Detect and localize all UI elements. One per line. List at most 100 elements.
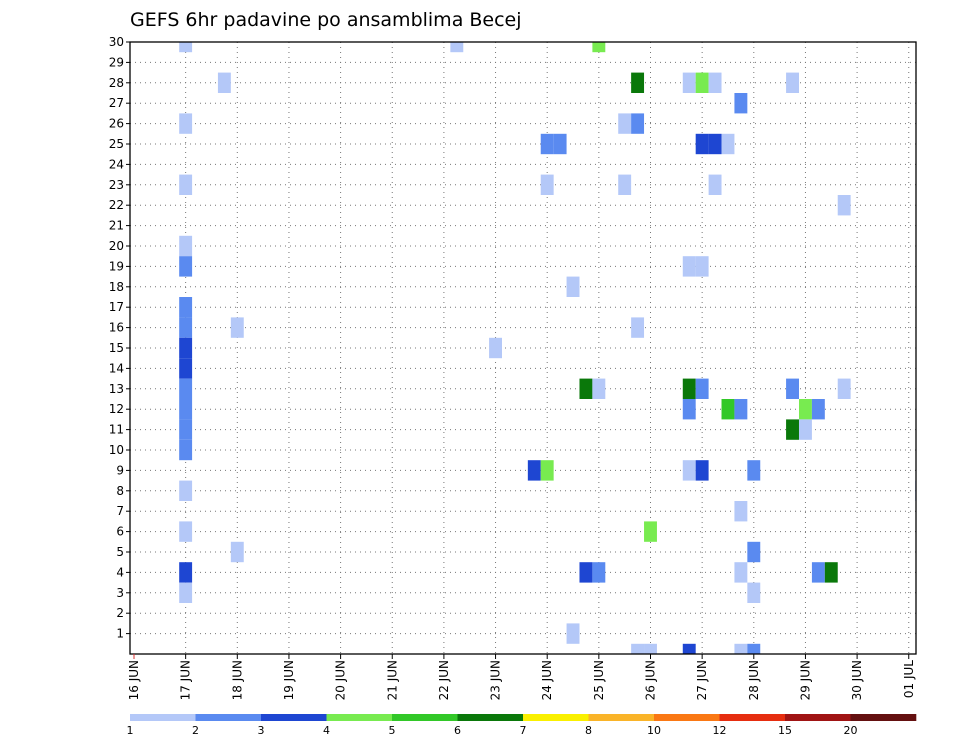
- x-tick-label: 24 JUN: [540, 660, 554, 700]
- data-cell: [747, 460, 761, 481]
- legend-label: 6: [454, 724, 461, 737]
- x-tick-label: 29 JUN: [798, 660, 812, 700]
- y-tick-label: 10: [109, 443, 124, 457]
- legend-swatch: [392, 714, 458, 721]
- legend-swatch: [261, 714, 327, 721]
- data-cell: [747, 643, 761, 654]
- data-cell: [179, 235, 193, 257]
- y-tick-label: 9: [116, 463, 124, 477]
- data-cells: [179, 42, 916, 654]
- data-cell: [579, 378, 593, 399]
- data-cell: [527, 460, 541, 481]
- y-tick-label: 8: [116, 484, 124, 498]
- data-cell: [592, 378, 606, 399]
- data-cell: [579, 562, 593, 583]
- x-tick-label: 21 JUN: [385, 660, 399, 700]
- data-cell: [734, 501, 748, 522]
- x-tick-label: 17 JUN: [179, 660, 193, 700]
- x-tick-label: 23 JUN: [489, 660, 503, 700]
- data-cell: [179, 42, 193, 53]
- data-cell: [708, 133, 722, 155]
- legend-swatch: [457, 714, 524, 721]
- y-tick-label: 27: [109, 96, 124, 110]
- data-cell: [179, 256, 193, 277]
- data-cell: [566, 623, 580, 644]
- data-cell: [179, 317, 193, 338]
- legend-swatch: [588, 714, 655, 721]
- data-cell: [644, 643, 657, 654]
- data-cell: [553, 133, 567, 155]
- data-cell: [786, 378, 799, 399]
- x-tick-label: 25 JUN: [592, 660, 606, 700]
- legend-swatch: [850, 714, 917, 721]
- legend-label: 15: [778, 724, 792, 737]
- data-cell: [179, 399, 193, 420]
- plot-frame: [129, 41, 917, 655]
- data-cell: [179, 562, 193, 583]
- data-cell: [721, 399, 735, 420]
- data-cell: [631, 72, 645, 93]
- data-cell: [695, 72, 709, 93]
- data-cell: [179, 480, 193, 501]
- data-cell: [734, 562, 748, 583]
- data-cell: [747, 541, 761, 563]
- data-cell: [592, 562, 606, 583]
- grid-lines: [130, 41, 916, 654]
- x-tick-label: 18 JUN: [230, 660, 244, 700]
- data-cell: [786, 72, 799, 93]
- data-cell: [631, 113, 645, 134]
- y-tick-label: 5: [116, 545, 124, 559]
- y-tick-label: 3: [116, 586, 124, 600]
- y-tick-label: 29: [109, 55, 124, 69]
- data-cell: [631, 643, 645, 654]
- y-tick-label: 20: [109, 239, 124, 253]
- legend-label: 20: [844, 724, 858, 737]
- y-tick-label: 16: [109, 321, 124, 335]
- data-cell: [811, 562, 825, 583]
- data-cell: [179, 419, 193, 440]
- data-cell: [708, 174, 722, 195]
- data-cell: [540, 133, 554, 155]
- data-cell: [217, 72, 231, 93]
- legend-swatch: [195, 714, 262, 721]
- y-tick-label: 26: [109, 117, 124, 131]
- data-cell: [592, 42, 606, 53]
- y-tick-label: 15: [109, 341, 124, 355]
- data-cell: [644, 521, 657, 542]
- data-cell: [811, 399, 825, 420]
- data-cell: [695, 133, 709, 155]
- data-cell: [747, 582, 761, 603]
- data-cell: [682, 72, 696, 93]
- data-cell: [631, 317, 645, 338]
- data-cell: [179, 358, 193, 379]
- data-cell: [837, 378, 851, 399]
- y-tick-label: 4: [116, 565, 124, 579]
- y-tick-label: 14: [109, 361, 124, 375]
- legend-swatch: [130, 714, 196, 721]
- data-cell: [179, 582, 193, 603]
- y-tick-label: 11: [109, 423, 124, 437]
- data-cell: [179, 521, 193, 542]
- y-tick-label: 25: [109, 137, 124, 151]
- data-cell: [566, 276, 580, 297]
- legend-label: 10: [647, 724, 661, 737]
- data-cell: [734, 93, 748, 114]
- data-cell: [721, 133, 735, 155]
- x-tick-label: 01 JUL: [902, 660, 916, 698]
- data-cell: [179, 337, 193, 359]
- x-tick-label: 19 JUN: [282, 660, 296, 700]
- data-cell: [179, 439, 193, 461]
- y-tick-label: 6: [116, 525, 124, 539]
- x-tick-label: 16 JUN: [127, 660, 141, 700]
- x-axis: 16 JUN 17 JUN 18 JUN 19 JUN 20 JUN 21 JUN 22 J…: [127, 654, 916, 700]
- y-tick-label: 13: [109, 382, 124, 396]
- legend-swatch: [326, 714, 393, 721]
- data-cell: [682, 460, 696, 481]
- legend-label: 8: [585, 724, 592, 737]
- data-cell: [230, 317, 244, 338]
- data-cell: [695, 460, 709, 481]
- legend-label: 4: [323, 724, 330, 737]
- legend-label: 1: [127, 724, 134, 737]
- y-tick-label: 18: [109, 280, 124, 294]
- data-cell: [618, 113, 632, 134]
